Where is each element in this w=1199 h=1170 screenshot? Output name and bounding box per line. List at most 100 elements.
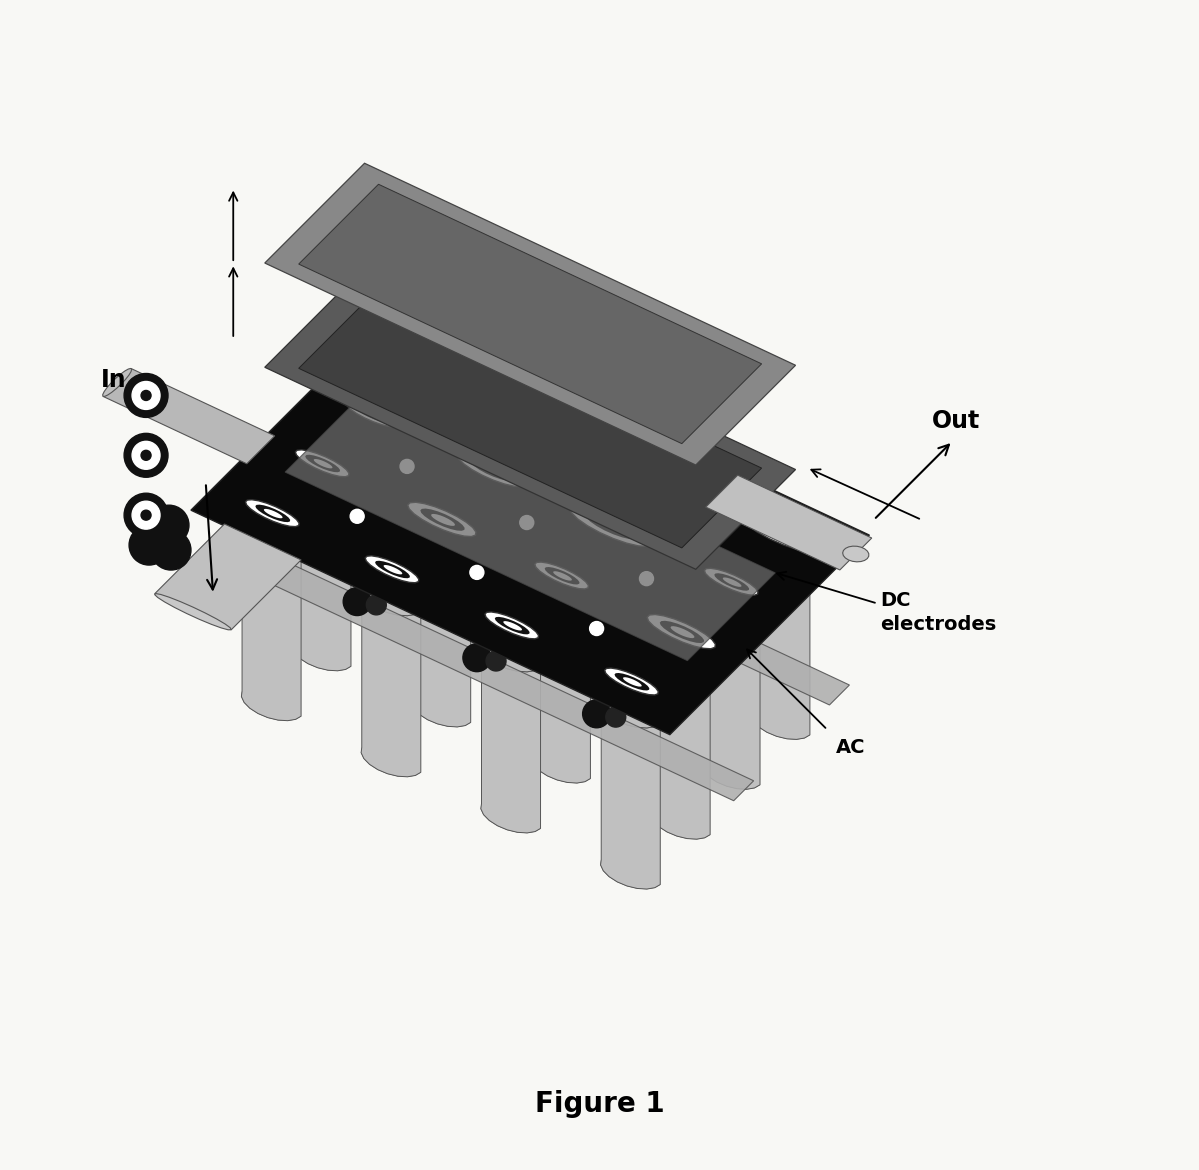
Polygon shape — [511, 431, 573, 466]
Polygon shape — [580, 543, 640, 734]
Circle shape — [129, 525, 169, 565]
Circle shape — [590, 621, 603, 635]
Polygon shape — [843, 546, 869, 562]
Circle shape — [605, 707, 626, 727]
Circle shape — [343, 587, 372, 615]
Polygon shape — [342, 431, 400, 621]
Circle shape — [125, 494, 168, 537]
Polygon shape — [601, 698, 661, 889]
Circle shape — [639, 572, 653, 586]
Circle shape — [586, 551, 605, 571]
Polygon shape — [570, 504, 652, 546]
Polygon shape — [659, 621, 704, 644]
Polygon shape — [103, 369, 132, 397]
Polygon shape — [400, 352, 445, 374]
Polygon shape — [715, 573, 749, 591]
Polygon shape — [531, 586, 592, 622]
Polygon shape — [421, 509, 465, 531]
Circle shape — [141, 450, 151, 460]
Polygon shape — [432, 514, 454, 525]
Polygon shape — [706, 475, 872, 570]
Polygon shape — [751, 543, 812, 578]
Polygon shape — [604, 668, 658, 695]
Polygon shape — [155, 524, 301, 629]
Polygon shape — [363, 410, 382, 419]
Polygon shape — [355, 405, 390, 422]
Polygon shape — [647, 614, 716, 649]
Circle shape — [562, 544, 591, 572]
Polygon shape — [514, 406, 568, 433]
Circle shape — [350, 509, 364, 523]
Polygon shape — [285, 384, 776, 661]
Polygon shape — [291, 474, 354, 510]
Polygon shape — [769, 525, 797, 539]
Polygon shape — [700, 592, 763, 628]
Polygon shape — [580, 536, 643, 572]
Polygon shape — [302, 438, 849, 706]
Polygon shape — [634, 462, 688, 489]
Polygon shape — [723, 578, 741, 587]
Polygon shape — [601, 691, 663, 728]
Circle shape — [442, 488, 471, 516]
Circle shape — [393, 538, 421, 565]
Polygon shape — [525, 411, 560, 428]
Polygon shape — [241, 524, 303, 559]
Circle shape — [450, 410, 464, 424]
Circle shape — [633, 651, 661, 677]
Polygon shape — [191, 311, 869, 735]
Polygon shape — [391, 380, 451, 571]
Polygon shape — [246, 500, 299, 526]
Polygon shape — [411, 358, 435, 370]
Polygon shape — [504, 621, 522, 631]
Polygon shape — [299, 289, 761, 548]
Text: Out: Out — [932, 410, 980, 433]
Polygon shape — [411, 537, 471, 727]
Polygon shape — [740, 511, 823, 552]
Circle shape — [470, 565, 484, 579]
Circle shape — [656, 658, 675, 677]
Polygon shape — [553, 571, 572, 580]
Circle shape — [132, 381, 159, 410]
Polygon shape — [653, 472, 671, 481]
Polygon shape — [481, 642, 541, 833]
Polygon shape — [103, 369, 275, 463]
Polygon shape — [535, 562, 589, 589]
Polygon shape — [544, 567, 579, 585]
Circle shape — [536, 601, 556, 621]
Text: DC
electrodes: DC electrodes — [880, 592, 996, 634]
Polygon shape — [375, 560, 410, 578]
Polygon shape — [623, 677, 641, 687]
Circle shape — [416, 545, 436, 565]
Polygon shape — [391, 374, 453, 410]
Polygon shape — [470, 459, 514, 481]
Circle shape — [583, 700, 610, 728]
Polygon shape — [615, 673, 650, 690]
Polygon shape — [345, 400, 399, 427]
Circle shape — [486, 651, 506, 670]
Circle shape — [513, 594, 541, 621]
Polygon shape — [265, 164, 796, 464]
Circle shape — [682, 600, 710, 628]
Circle shape — [463, 644, 490, 672]
Polygon shape — [704, 569, 758, 596]
Text: AC: AC — [836, 738, 864, 757]
Circle shape — [132, 501, 159, 529]
Circle shape — [570, 466, 584, 480]
Text: In: In — [101, 369, 127, 392]
Circle shape — [520, 516, 534, 530]
Polygon shape — [241, 530, 301, 721]
Polygon shape — [481, 464, 505, 476]
Circle shape — [141, 391, 151, 400]
Circle shape — [367, 594, 386, 615]
Polygon shape — [342, 424, 403, 460]
Circle shape — [141, 510, 151, 521]
Polygon shape — [387, 346, 456, 380]
Polygon shape — [484, 612, 538, 639]
Polygon shape — [265, 268, 796, 570]
Polygon shape — [295, 449, 349, 476]
Polygon shape — [631, 487, 693, 522]
Polygon shape — [650, 648, 710, 839]
Polygon shape — [207, 534, 754, 800]
Polygon shape — [650, 642, 712, 679]
Polygon shape — [460, 480, 523, 516]
